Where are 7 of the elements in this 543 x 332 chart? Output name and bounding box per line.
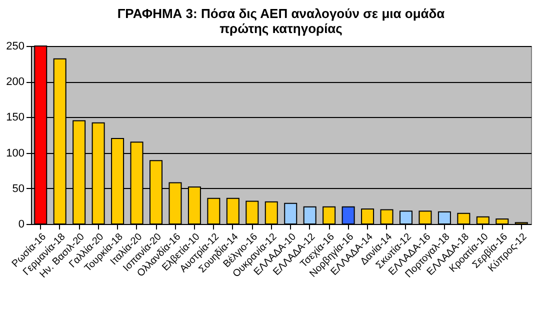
y-tick-label: 0 [18,218,24,230]
y-tick-label: 50 [12,182,24,195]
y-tick-label: 200 [6,76,24,88]
y-tick-label: 150 [6,112,24,124]
y-tick-label: 100 [6,147,24,160]
chart-title: ΓΡΑΦΗΜΑ 3: Πόσα δις ΑΕΠ αναλογούν σε μια ομάδα πρώτης κατηγορίας [117,6,445,36]
y-tick-label: 250 [6,40,24,52]
